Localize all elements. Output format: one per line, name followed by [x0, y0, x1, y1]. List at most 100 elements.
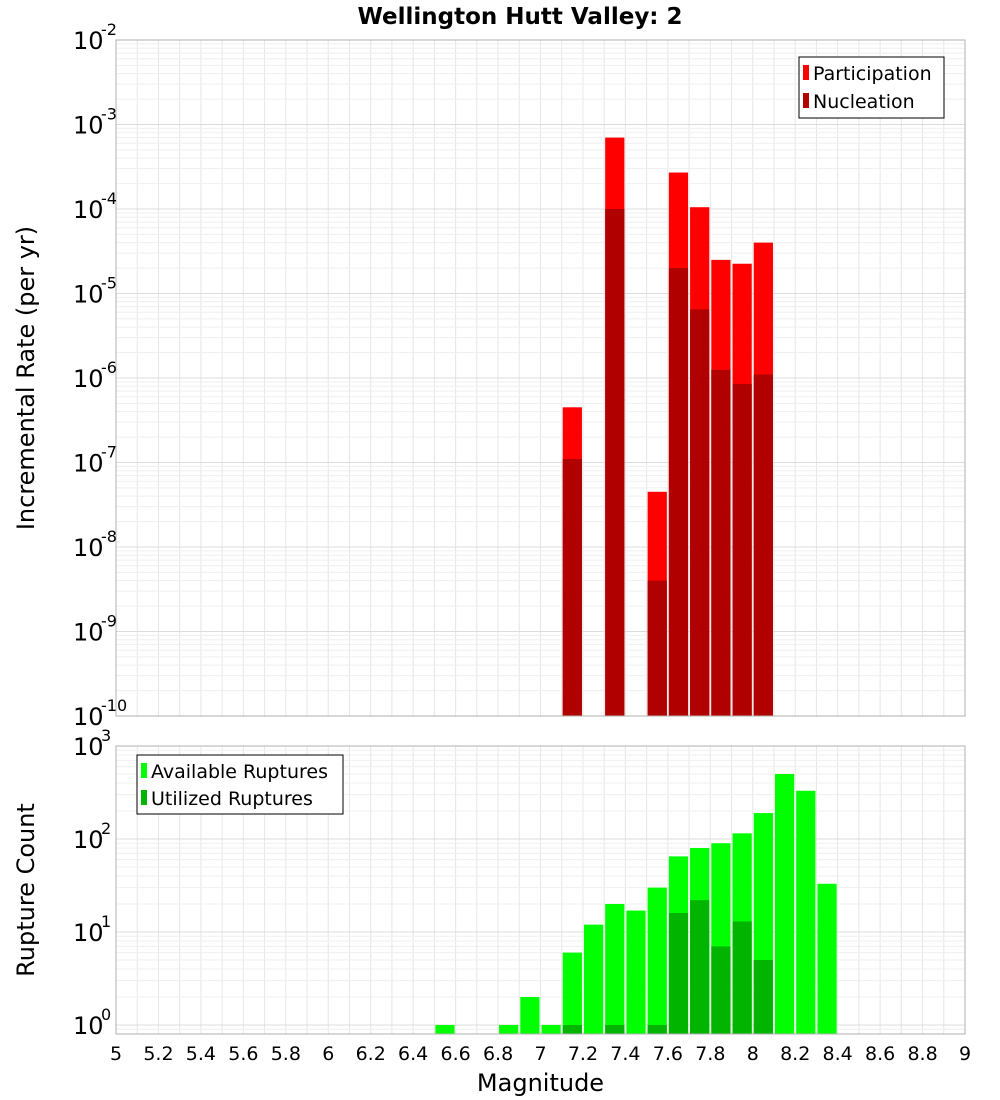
x-tick-label: 5.2: [143, 1043, 173, 1065]
x-tick-label: 8.2: [780, 1043, 810, 1065]
y-tick-exponent: 3: [101, 726, 111, 745]
legend-label-available: Available Ruptures: [151, 761, 328, 783]
y-tick-base: 10: [73, 196, 104, 224]
bar-nucleation-m7-55: [647, 580, 667, 716]
y-tick-base: 10: [73, 919, 104, 947]
y-tick-base: 10: [73, 733, 104, 761]
plot-frame: [115, 745, 966, 1035]
bar-available-ruptures-m7-05: [541, 1024, 561, 1034]
bar-available-ruptures-m8-15: [774, 773, 795, 1034]
x-tick-label: 8: [747, 1043, 759, 1065]
y-tick-base: 10: [73, 534, 104, 562]
y-tick-base: 10: [73, 826, 104, 854]
x-tick-label: 7.8: [695, 1043, 725, 1065]
x-tick-label: 5.8: [271, 1043, 301, 1065]
bar-available-ruptures-m7-15: [562, 952, 582, 1034]
chart-title: Wellington Hutt Valley: 2: [357, 4, 682, 30]
y-tick-base: 10: [73, 703, 104, 731]
legend-swatch-participation: [803, 65, 809, 80]
bar-nucleation-m7-65: [668, 268, 689, 716]
y-tick-exponent: -7: [101, 443, 117, 462]
bar-utilized-ruptures-m7-75: [690, 900, 710, 1034]
bar-available-ruptures-m8-25: [796, 790, 816, 1034]
x-tick-label: 7.4: [610, 1043, 640, 1065]
y-tick-base: 10: [73, 365, 104, 393]
bar-available-ruptures-m7-35: [605, 903, 625, 1034]
bar-available-ruptures-m7-25: [583, 924, 604, 1034]
x-tick-label: 9: [959, 1043, 971, 1065]
rate-grid: [115, 39, 966, 717]
legend-swatch-utilized: [141, 790, 147, 805]
bar-available-ruptures-m7-45: [626, 910, 646, 1034]
x-tick-label: 7: [534, 1043, 546, 1065]
bar-utilized-ruptures-m7-35: [605, 1024, 625, 1034]
count-legend-box: [136, 754, 344, 815]
count-legend: Available Ruptures Utilized Ruptures: [136, 754, 344, 815]
y-tick-base: 10: [73, 281, 104, 309]
bar-nucleation-m7-85: [711, 369, 731, 716]
bar-utilized-ruptures-m7-85: [711, 946, 731, 1034]
x-tick-label: 8.6: [865, 1043, 895, 1065]
bar-available-ruptures-m6-85: [499, 1024, 519, 1034]
y-tick-base: 10: [73, 450, 104, 478]
x-tick-label: 5.4: [186, 1043, 216, 1065]
bar-utilized-ruptures-m8-05: [753, 959, 773, 1034]
bar-utilized-ruptures-m7-15: [562, 1024, 582, 1034]
y-tick-base: 10: [73, 1012, 104, 1040]
y-tick-exponent: -5: [101, 274, 117, 293]
x-tick-label: 8.4: [823, 1043, 853, 1065]
y-tick-base: 10: [73, 112, 104, 140]
bar-nucleation-m7-15: [562, 459, 582, 716]
bar-nucleation-m8-05: [753, 374, 773, 716]
count-y-axis-label: Rupture Count: [12, 803, 40, 977]
y-tick-exponent: -3: [101, 105, 117, 124]
legend-swatch-nucleation: [803, 93, 809, 108]
y-tick-exponent: -6: [101, 358, 117, 377]
y-tick-exponent: 1: [101, 912, 111, 931]
x-axis-label: Magnitude: [477, 1069, 604, 1097]
x-tick-label: 6: [322, 1043, 334, 1065]
x-tick-label: 6.2: [356, 1043, 386, 1065]
rate-y-axis-label: Incremental Rate (per yr): [12, 226, 40, 530]
bar-available-ruptures-m8-35: [817, 883, 837, 1034]
x-tick-label: 6.4: [398, 1043, 428, 1065]
y-tick-exponent: 0: [101, 1005, 111, 1024]
y-tick-exponent: -10: [101, 696, 127, 715]
legend-label-nucleation: Nucleation: [813, 91, 915, 113]
x-tick-label: 5.6: [228, 1043, 258, 1065]
y-tick-exponent: -9: [101, 612, 117, 631]
bar-available-ruptures-m6-95: [520, 996, 540, 1034]
magnitude-x-ticks: 5 5.2 5.4 5.6 5.8 6 6.2 6.4 6.6 6.8 7 7.2 7.4 7.6 7.8 8…: [110, 1043, 971, 1065]
bar-utilized-ruptures-m7-55: [647, 1024, 667, 1034]
rate-legend: Participation Nucleation: [798, 56, 945, 119]
plot-frame: [115, 39, 966, 717]
y-tick-exponent: -8: [101, 527, 117, 546]
y-tick-exponent: -2: [101, 20, 117, 39]
bar-utilized-ruptures-m7-95: [732, 921, 752, 1034]
x-tick-label: 8.8: [907, 1043, 937, 1065]
bar-utilized-ruptures-m7-65: [668, 913, 689, 1034]
bar-available-ruptures-m7-55: [647, 887, 667, 1034]
x-tick-label: 7.2: [568, 1043, 598, 1065]
y-tick-exponent: -4: [101, 189, 117, 208]
legend-label-participation: Participation: [813, 63, 932, 85]
bar-nucleation-m7-95: [732, 383, 752, 716]
bar-nucleation-m7-75: [690, 309, 710, 716]
x-tick-label: 5: [110, 1043, 122, 1065]
y-tick-exponent: 2: [101, 819, 111, 838]
legend-swatch-available: [141, 763, 147, 778]
rate-legend-box: [798, 56, 945, 119]
count-bars: [115, 745, 966, 1035]
x-tick-label: 7.6: [653, 1043, 683, 1065]
bar-available-ruptures-m6-55: [435, 1024, 455, 1034]
x-tick-label: 6.6: [440, 1043, 470, 1065]
rate-bars: [115, 39, 966, 717]
y-tick-base: 10: [73, 27, 104, 55]
bar-nucleation-m7-35: [605, 209, 625, 716]
